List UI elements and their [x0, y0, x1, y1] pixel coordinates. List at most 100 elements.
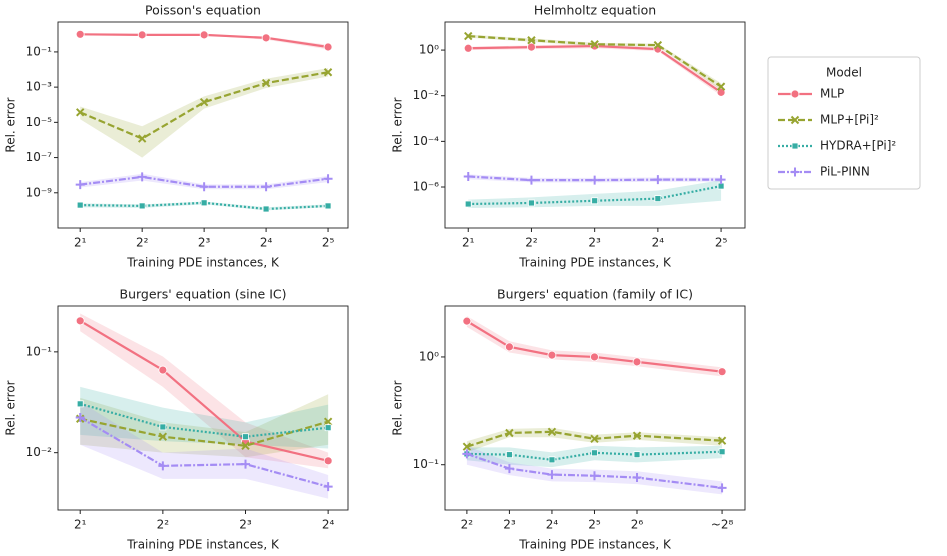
marker [590, 352, 599, 362]
marker [462, 449, 472, 459]
x-tick-label: 2² [461, 518, 474, 532]
chart-title: Burgers' equation (sine IC) [120, 287, 287, 302]
marker [75, 29, 85, 39]
series-line [79, 71, 329, 140]
y-tick-label: 10⁻² [413, 88, 440, 102]
marker [158, 432, 168, 441]
marker [504, 464, 514, 474]
marker [159, 423, 167, 431]
legend-label: HYDRA+[Pi]² [820, 139, 896, 153]
marker-shape [653, 175, 663, 185]
marker [323, 68, 333, 77]
series-line [80, 175, 329, 188]
marker [323, 174, 333, 184]
marker-shape [504, 464, 514, 474]
marker [158, 365, 168, 375]
marker [462, 442, 472, 451]
x-tick-label: 2⁵ [715, 236, 728, 250]
marker-shape [323, 68, 333, 77]
confidence-band [80, 313, 329, 469]
marker-shape [591, 449, 598, 457]
marker [590, 175, 600, 185]
marker [527, 36, 536, 45]
marker-shape [158, 461, 168, 471]
marker [654, 195, 662, 203]
marker [633, 451, 641, 459]
marker [547, 427, 557, 437]
marker [199, 97, 209, 107]
marker-shape [548, 456, 556, 464]
marker [716, 87, 726, 97]
y-tick-label: 10⁰ [419, 349, 439, 363]
marker-shape [463, 43, 473, 53]
x-axis-label: Training PDE instances, K [518, 538, 672, 552]
marker-shape [199, 182, 209, 192]
marker [262, 205, 270, 213]
y-axis-label: Rel. error [391, 97, 405, 152]
marker [242, 433, 249, 441]
x-tick-label: 2² [136, 236, 149, 250]
marker-shape [159, 423, 167, 431]
marker-shape [527, 36, 536, 45]
marker-shape [633, 451, 641, 459]
marker-shape [791, 142, 799, 150]
chart-title: Poisson's equation [145, 3, 261, 18]
x-tick-label: 2³ [239, 518, 252, 532]
marker [591, 197, 599, 205]
chart-title: Burgers' equation (family of IC) [497, 287, 693, 302]
marker-shape [716, 87, 726, 97]
marker-shape [653, 40, 663, 50]
plot-frame [444, 21, 746, 229]
marker [590, 40, 599, 49]
marker-shape [717, 367, 727, 377]
confidence-band [468, 43, 722, 96]
marker-shape [262, 205, 270, 213]
marker [548, 456, 556, 464]
marker [790, 115, 800, 125]
marker-shape [261, 78, 271, 88]
marker [591, 449, 598, 457]
marker [547, 470, 557, 480]
x-axis-label: Training PDE instances, K [126, 256, 280, 270]
y-tick-label: 10⁻¹ [26, 44, 53, 58]
y-axis-label: Rel. error [4, 97, 18, 152]
series-line [79, 417, 329, 447]
marker-shape [505, 342, 514, 352]
y-axis-label: Rel. error [4, 380, 18, 435]
marker-shape [242, 433, 249, 441]
x-tick-label: 2¹ [462, 236, 475, 250]
marker-shape [158, 432, 168, 441]
legend-label: MLP+[Pi]² [820, 113, 879, 127]
marker [653, 40, 663, 50]
marker-shape [137, 172, 147, 182]
marker-shape [526, 175, 536, 185]
marker [463, 171, 473, 181]
x-tick-label: 2⁴ [322, 518, 335, 532]
marker [75, 413, 85, 423]
y-tick-label: 10⁻³ [26, 80, 53, 94]
marker-shape [76, 400, 84, 408]
marker-shape [547, 427, 557, 437]
series-line [468, 44, 722, 94]
series-line [466, 450, 723, 461]
marker-shape [137, 134, 147, 143]
y-tick-label: 10⁻⁵ [26, 115, 53, 129]
marker-shape [716, 175, 726, 185]
marker [158, 461, 168, 471]
marker-shape [716, 82, 726, 91]
marker-shape [463, 171, 473, 181]
marker [75, 316, 85, 326]
marker-shape [590, 175, 600, 185]
legend-box [767, 56, 921, 190]
marker-shape [241, 441, 250, 451]
marker [324, 202, 332, 210]
x-tick-label: 2⁴ [260, 236, 273, 250]
y-tick-label: 10⁰ [419, 43, 439, 57]
marker [717, 436, 727, 445]
marker-shape [506, 451, 513, 459]
x-axis-label: Training PDE instances, K [518, 256, 672, 270]
marker-shape [240, 459, 250, 469]
marker [590, 434, 599, 443]
marker-shape [528, 199, 535, 207]
